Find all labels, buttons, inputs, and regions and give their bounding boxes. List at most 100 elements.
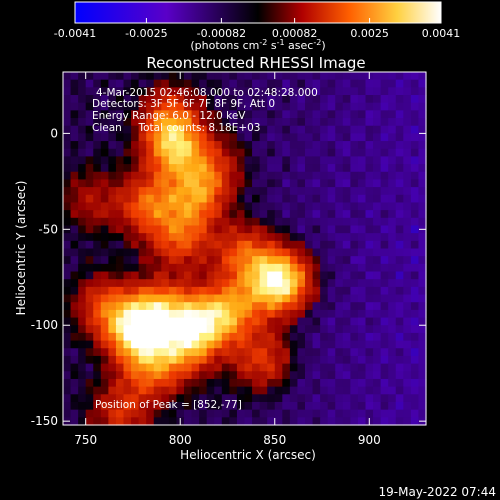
heatmap-cell [388, 171, 397, 181]
plot-frame [62, 71, 427, 426]
heatmap-cell [146, 225, 155, 234]
heatmap-cell [373, 332, 382, 342]
heatmap-cell [161, 125, 170, 134]
heatmap-cell [184, 125, 193, 134]
heatmap-cell [267, 179, 276, 188]
heatmap-cell [85, 87, 94, 96]
heatmap-cell [221, 79, 230, 88]
heatmap-cell [199, 363, 208, 372]
heatmap-cell [63, 194, 72, 204]
heatmap-cell [78, 386, 87, 395]
heatmap-cell [335, 378, 344, 388]
heatmap-cell [350, 378, 359, 388]
heatmap-cell [138, 279, 147, 288]
heatmap-cell [93, 348, 102, 357]
heatmap-cell [63, 95, 72, 104]
colorbar-tick-label: -0.00082 [197, 27, 246, 40]
heatmap-cell [410, 348, 420, 357]
heatmap-cell [388, 386, 397, 395]
heatmap-cell [153, 187, 162, 196]
heatmap-cell [131, 133, 140, 142]
info-panel: 4-Mar-2015 02:46:08.000 to 02:48:28.000 … [92, 87, 318, 134]
heatmap-cell [305, 409, 314, 418]
heatmap-cell [221, 210, 230, 219]
heatmap-cell [229, 217, 238, 227]
heatmap-cell [85, 371, 94, 380]
heatmap-cell [123, 371, 132, 380]
heatmap-cell [327, 102, 336, 111]
heatmap-cell [289, 187, 299, 196]
heatmap-cell [108, 95, 117, 104]
heatmap-cell [78, 332, 87, 342]
heatmap-cell [342, 125, 351, 134]
heatmap-cell [297, 179, 306, 188]
heatmap-cell [78, 286, 87, 296]
heatmap-cell [403, 202, 412, 211]
heatmap-cell [267, 102, 276, 111]
heatmap-cell [282, 302, 291, 311]
heatmap-cell [214, 148, 223, 158]
heatmap-cell [342, 194, 351, 204]
heatmap-cell [176, 125, 185, 134]
heatmap-cell [93, 79, 102, 88]
heatmap-cell [85, 355, 94, 365]
heatmap-cell [236, 332, 246, 342]
heatmap-cell [131, 263, 140, 273]
heatmap-cell [70, 355, 79, 365]
heatmap-cell [115, 348, 125, 357]
heatmap-cell [85, 179, 94, 188]
heatmap-cell [305, 164, 314, 173]
heatmap-cell [252, 355, 261, 365]
heatmap-cell [282, 217, 291, 227]
heatmap-cell [274, 355, 283, 365]
heatmap-cell [123, 248, 132, 257]
heatmap-cell [259, 110, 268, 119]
heatmap-cell [221, 256, 230, 265]
heatmap-cell [63, 286, 72, 296]
heatmap-cell [388, 363, 397, 372]
heatmap-cell [236, 309, 246, 319]
heatmap-cell [153, 340, 162, 349]
heatmap-cell [274, 378, 283, 388]
heatmap-cell [403, 133, 412, 142]
heatmap-cell [214, 133, 223, 142]
heatmap-cell [176, 187, 185, 196]
heatmap-cell [191, 286, 200, 296]
heatmap-cell [161, 164, 170, 173]
heatmap-cell [388, 302, 397, 311]
heatmap-cell [357, 133, 367, 142]
heatmap-cell [206, 286, 215, 296]
heatmap-cell [123, 417, 132, 426]
heatmap-cell [236, 286, 246, 296]
heatmap-cell [63, 325, 72, 334]
heatmap-cell [365, 248, 374, 257]
heatmap-cell [335, 309, 344, 319]
heatmap-cell [282, 409, 291, 418]
heatmap-cell [388, 417, 397, 426]
heatmap-cell [93, 210, 102, 219]
heatmap-cell [115, 202, 125, 211]
heatmap-cell [403, 317, 412, 326]
heatmap-cell [373, 256, 382, 265]
heatmap-cell [138, 417, 147, 426]
heatmap-cell [236, 355, 246, 365]
heatmap-cell [365, 102, 374, 111]
heatmap-cell [191, 317, 200, 326]
heatmap-cell [320, 110, 329, 119]
heatmap-cell [350, 263, 359, 273]
heatmap-cell [168, 371, 178, 380]
heatmap-cell [206, 302, 215, 311]
heatmap-cell [206, 95, 215, 104]
heatmap-cell [335, 401, 344, 411]
heatmap-cell [191, 271, 200, 280]
heatmap-cell [70, 118, 79, 127]
heatmap-cell [410, 325, 420, 334]
heatmap-cell [199, 79, 208, 88]
heatmap-cell [365, 394, 374, 403]
heatmap-cell [176, 217, 185, 227]
heatmap-cell [199, 87, 208, 96]
heatmap-cell [365, 340, 374, 349]
heatmap-cell [418, 240, 427, 250]
heatmap-cell [357, 148, 367, 158]
heatmap-cell [305, 417, 314, 426]
